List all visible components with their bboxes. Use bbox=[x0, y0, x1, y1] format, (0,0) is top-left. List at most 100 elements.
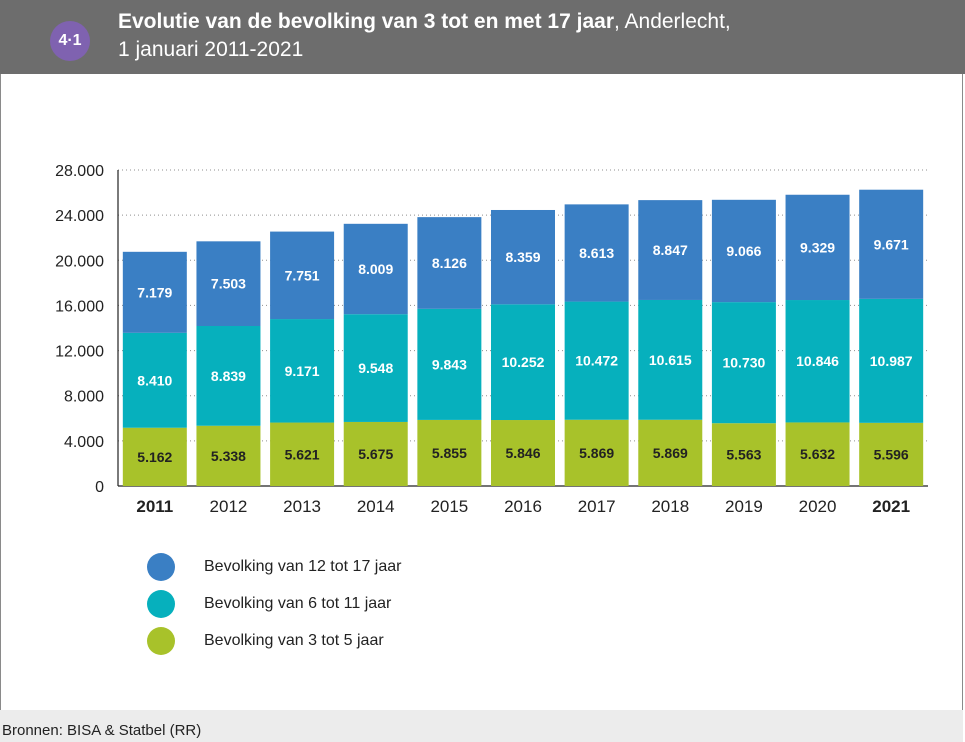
x-tick-label: 2016 bbox=[504, 497, 542, 516]
bar-segment bbox=[491, 420, 555, 486]
bar-segment bbox=[417, 308, 482, 420]
footer-bar: Bronnen: BISA & Statbel (RR) bbox=[0, 710, 963, 742]
data-label: 5.596 bbox=[874, 446, 909, 462]
legend-label: Bevolking van 12 tot 17 jaar bbox=[204, 557, 402, 575]
legend-swatch bbox=[147, 589, 175, 618]
y-tick-label: 12.000 bbox=[55, 344, 104, 361]
data-label: 9.171 bbox=[285, 363, 320, 379]
header-bar: 4·1 Evolutie van de bevolking van 3 tot … bbox=[0, 0, 965, 74]
chart-title-location: , Anderlecht, bbox=[614, 10, 731, 33]
bar-segment bbox=[638, 419, 703, 486]
bar-segment bbox=[196, 241, 261, 327]
bar-segment bbox=[711, 302, 776, 424]
data-label: 7.503 bbox=[211, 276, 246, 292]
x-tick-label: 2014 bbox=[357, 497, 395, 516]
x-tick-label: 2011 bbox=[136, 497, 173, 516]
source-note: Bronnen: BISA & Statbel (RR) bbox=[2, 722, 202, 739]
legend-item: Bevolking van 12 tot 17 jaar bbox=[147, 548, 401, 585]
y-tick-label: 0 bbox=[95, 479, 104, 496]
bar-segment bbox=[564, 419, 629, 486]
data-label: 8.847 bbox=[653, 242, 688, 258]
x-tick-label: 2017 bbox=[578, 497, 616, 516]
bar-segment bbox=[491, 209, 555, 305]
data-label: 9.329 bbox=[800, 239, 835, 255]
chart-legend: Bevolking van 12 tot 17 jaar Bevolking va… bbox=[147, 548, 401, 659]
data-label: 7.179 bbox=[137, 284, 172, 300]
bar-segment bbox=[564, 301, 629, 420]
y-tick-label: 24.000 bbox=[55, 208, 104, 225]
data-label: 5.632 bbox=[800, 446, 835, 462]
data-label: 9.843 bbox=[432, 356, 467, 372]
y-tick-label: 8.000 bbox=[64, 389, 104, 406]
bar-segment bbox=[270, 422, 335, 486]
bar-segment bbox=[711, 423, 776, 486]
data-label: 5.621 bbox=[285, 446, 320, 462]
x-tick-label: 2018 bbox=[651, 497, 689, 516]
y-tick-label: 16.000 bbox=[55, 298, 104, 315]
data-label: 7.751 bbox=[285, 267, 320, 283]
data-label: 9.548 bbox=[358, 360, 393, 376]
bar-segment bbox=[417, 217, 482, 309]
bar-segment bbox=[343, 421, 408, 486]
y-tick-label: 28.000 bbox=[55, 163, 104, 180]
bar-segment bbox=[785, 194, 850, 301]
data-label: 8.359 bbox=[505, 249, 540, 265]
stacked-bar-chart: 0 4.000 8.000 12.000 16.000 20.000 24.000 28.00… bbox=[55, 163, 928, 516]
data-label: 5.869 bbox=[653, 445, 688, 461]
legend-item: Bevolking van 6 tot 11 jaar bbox=[147, 585, 401, 622]
bar-segment bbox=[859, 189, 924, 299]
bar-segment bbox=[711, 199, 776, 303]
x-tick-label: 2019 bbox=[725, 497, 763, 516]
data-label: 5.846 bbox=[505, 445, 540, 461]
legend-swatch bbox=[147, 626, 175, 655]
data-label: 8.410 bbox=[137, 372, 172, 388]
data-label: 8.009 bbox=[358, 261, 393, 277]
data-label: 5.162 bbox=[137, 449, 172, 465]
figure-number-badge: 4·1 bbox=[50, 21, 90, 61]
data-label: 9.066 bbox=[726, 243, 761, 259]
data-label: 5.675 bbox=[358, 446, 393, 462]
bar-segment bbox=[122, 332, 187, 428]
data-label: 8.613 bbox=[579, 245, 614, 261]
bar-segment bbox=[343, 314, 408, 422]
legend-label: Bevolking van 6 tot 11 jaar bbox=[204, 594, 392, 612]
bar-segment bbox=[122, 427, 187, 486]
x-tick-label: 2020 bbox=[799, 497, 837, 516]
bar-segment bbox=[270, 319, 335, 423]
bar-segment bbox=[564, 204, 629, 302]
bar-segment bbox=[638, 200, 703, 300]
data-label: 5.855 bbox=[432, 445, 467, 461]
bar-segment bbox=[196, 425, 261, 486]
data-label: 10.987 bbox=[870, 353, 913, 369]
bar-segment bbox=[859, 422, 924, 486]
x-tick-label: 2013 bbox=[283, 497, 321, 516]
bar-segment bbox=[196, 326, 261, 426]
legend-label: Bevolking van 3 tot 5 jaar bbox=[204, 631, 384, 649]
bar-segment bbox=[270, 231, 335, 320]
bar-segment bbox=[343, 223, 408, 315]
legend-swatch bbox=[147, 552, 175, 581]
data-label: 8.126 bbox=[432, 255, 467, 271]
legend-item: Bevolking van 3 tot 5 jaar bbox=[147, 622, 401, 659]
data-label: 5.563 bbox=[726, 447, 761, 463]
data-label: 5.869 bbox=[579, 445, 614, 461]
bar-segment bbox=[859, 298, 924, 423]
bar-segment bbox=[785, 300, 850, 423]
data-label: 10.252 bbox=[502, 354, 545, 370]
data-label: 8.839 bbox=[211, 368, 246, 384]
data-label: 5.338 bbox=[211, 448, 246, 464]
chart-title-bold: Evolutie van de bevolking van 3 tot en m… bbox=[118, 10, 614, 33]
x-tick-label: 2015 bbox=[430, 497, 468, 516]
bar-segment bbox=[122, 251, 187, 333]
bar-segment bbox=[638, 299, 703, 420]
y-tick-label: 4.000 bbox=[64, 434, 104, 451]
bar-segment bbox=[785, 422, 850, 486]
x-tick-label: 2021 bbox=[872, 497, 910, 516]
data-label: 10.472 bbox=[575, 353, 618, 369]
data-label: 10.615 bbox=[649, 352, 692, 368]
bar-segment bbox=[417, 419, 482, 486]
data-label: 10.846 bbox=[796, 353, 839, 369]
x-tick-label: 2012 bbox=[210, 497, 248, 516]
data-label: 9.671 bbox=[874, 236, 909, 252]
